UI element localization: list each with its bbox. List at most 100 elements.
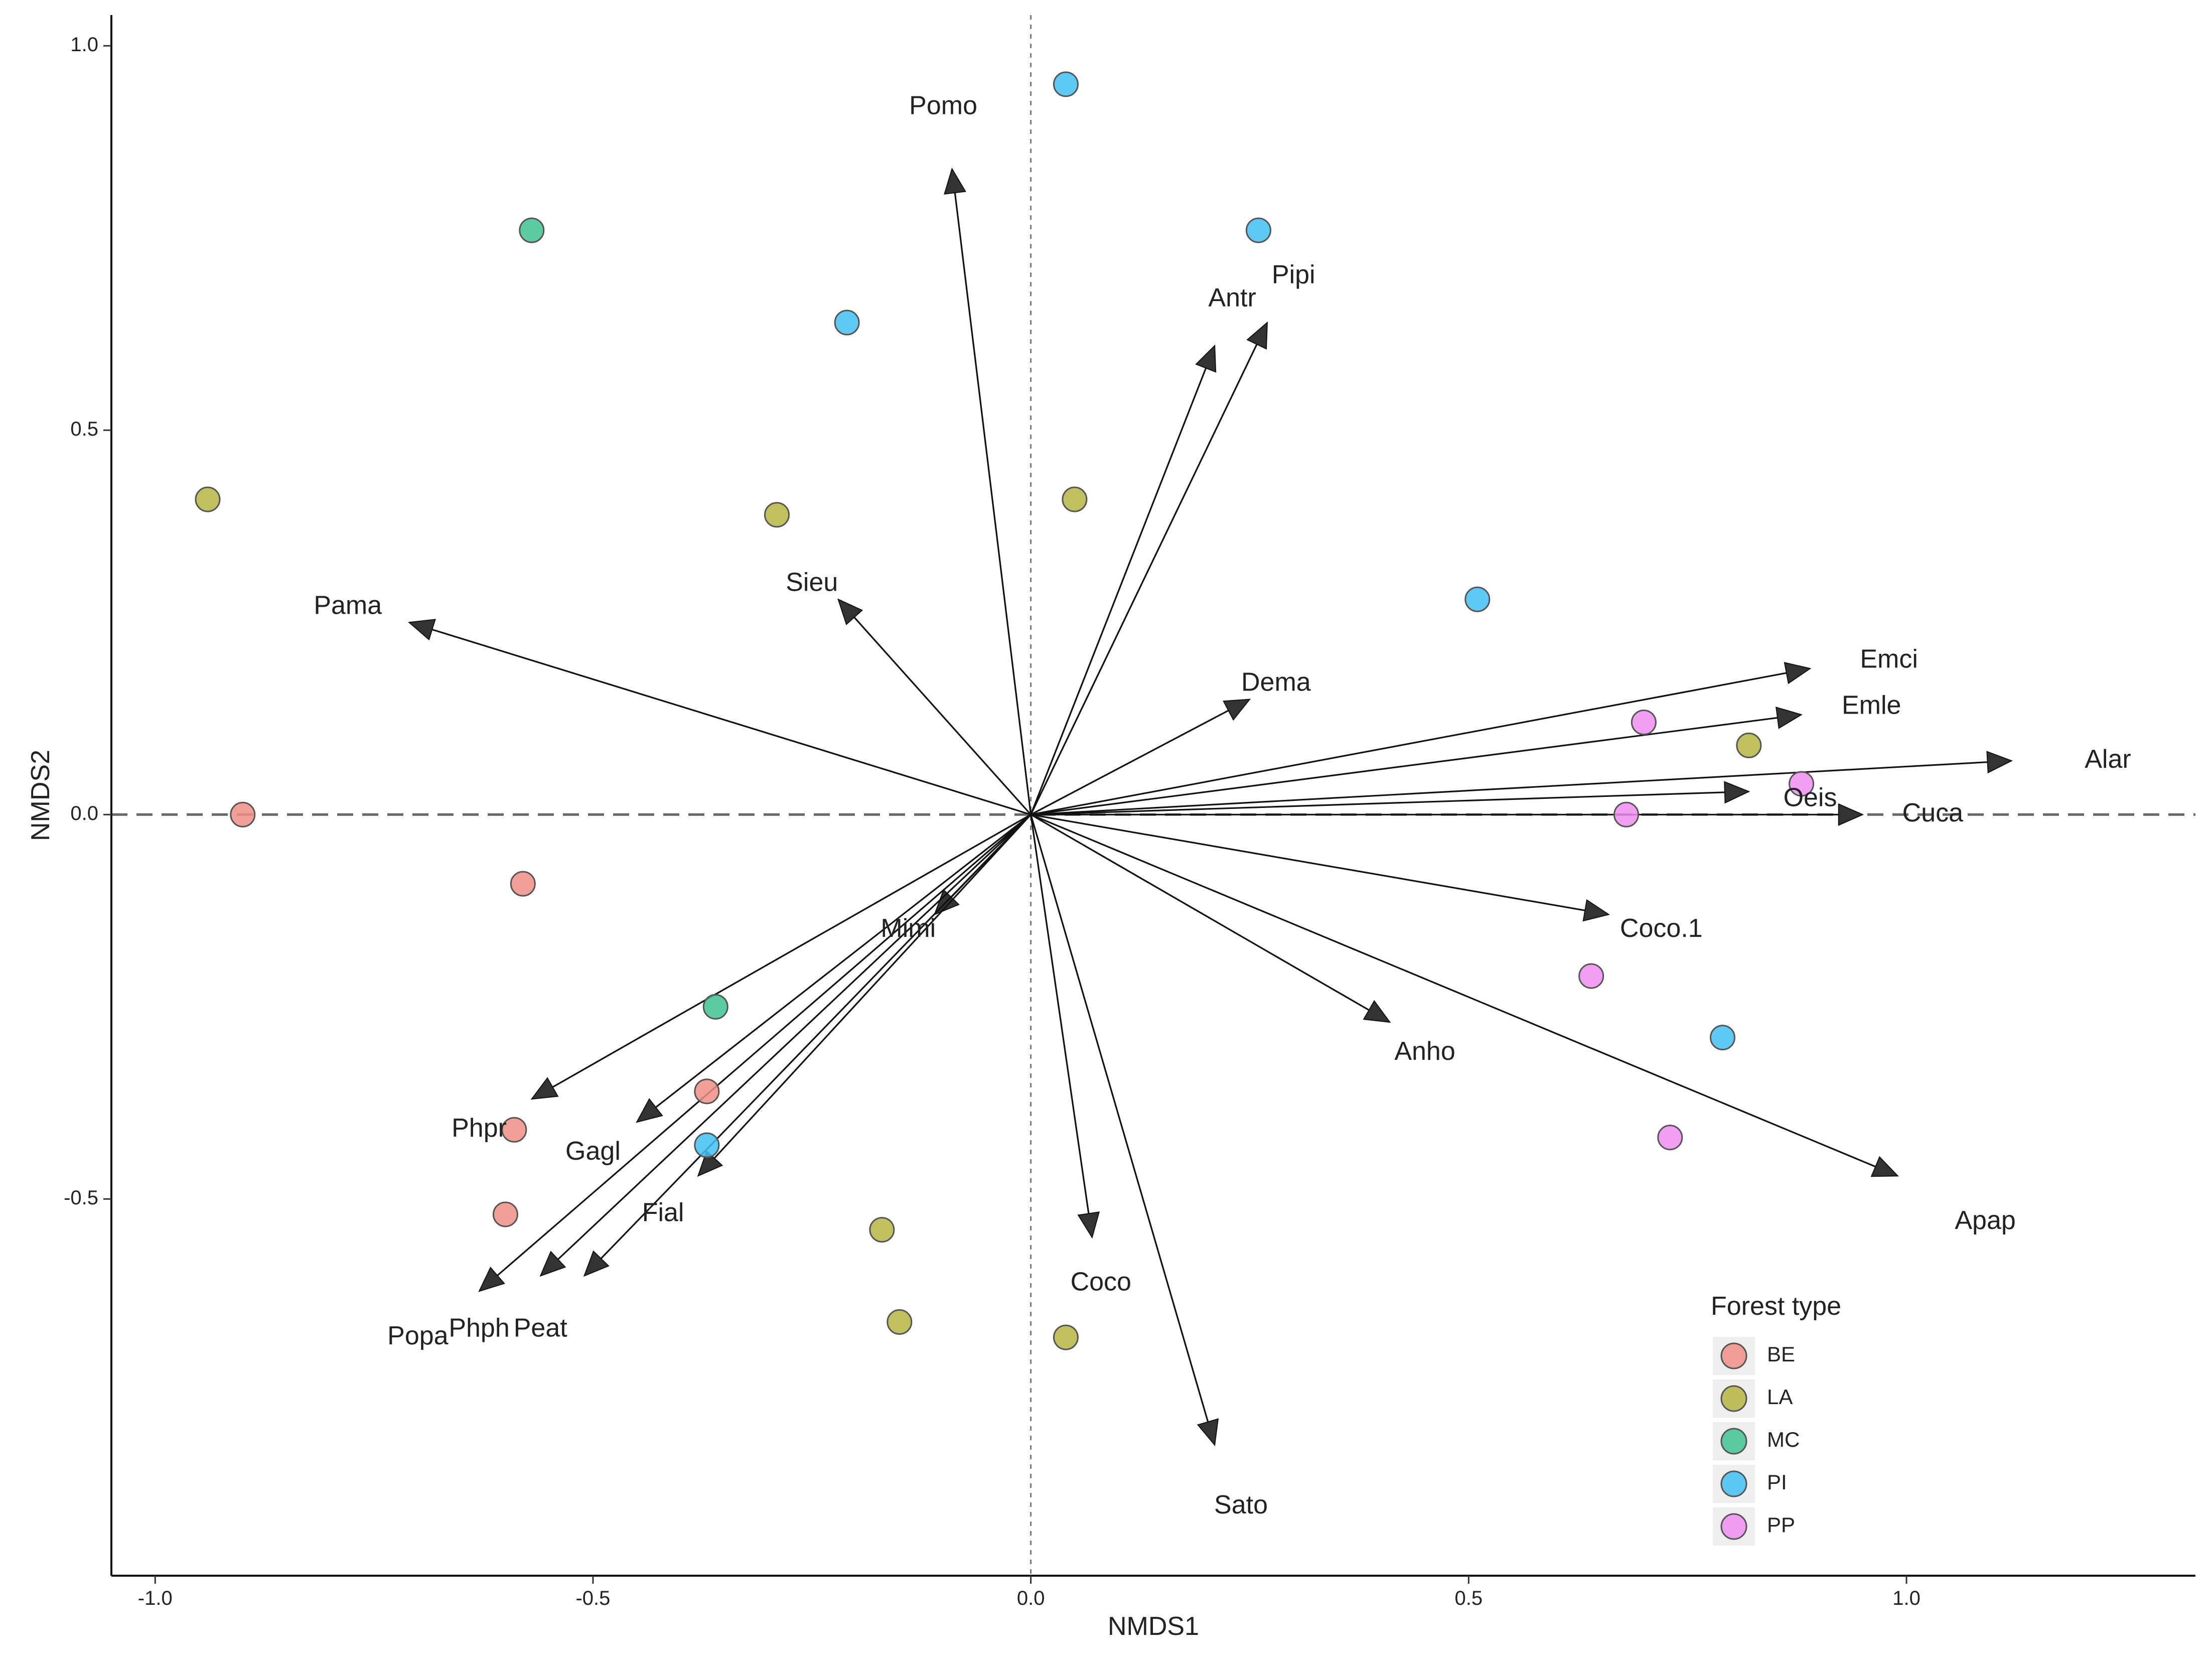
vector-arrowhead-fial xyxy=(697,1150,723,1177)
vector-arrowhead-emci xyxy=(1784,662,1812,684)
vector-arrowhead-anho xyxy=(1363,1000,1391,1023)
legend-key-la xyxy=(1720,1385,1747,1412)
vector-arrowhead-gagl xyxy=(636,1098,663,1123)
x-tick-label: 1.0 xyxy=(1892,1587,1921,1609)
legend-key-be xyxy=(1720,1342,1747,1369)
site-point-be xyxy=(694,1078,720,1104)
vector-arrowhead-popa xyxy=(478,1267,505,1292)
site-point-la xyxy=(195,486,221,512)
vector-line-peat xyxy=(600,814,1031,1260)
vector-arrowhead-dema xyxy=(1223,699,1251,721)
species-vectors xyxy=(408,167,2013,1446)
vector-line-emci xyxy=(1030,672,1787,815)
site-point-pi xyxy=(1464,586,1491,612)
vector-arrowhead-coco-1 xyxy=(1582,899,1610,922)
vector-line-sieu xyxy=(853,617,1031,815)
vector-line-anho xyxy=(1030,813,1370,1011)
legend-label-pp: PP xyxy=(1767,1513,1795,1537)
site-points xyxy=(195,71,1815,1350)
site-point-be xyxy=(501,1117,527,1143)
species-label-gagl: Gagl xyxy=(565,1137,621,1166)
x-axis-title: NMDS1 xyxy=(1108,1612,1199,1641)
legend-key-pi xyxy=(1720,1470,1747,1497)
species-label-emle: Emle xyxy=(1842,691,1901,720)
x-tick-label: -0.5 xyxy=(575,1587,610,1609)
vector-arrowhead-apap xyxy=(1870,1156,1899,1177)
species-label-coco: Coco xyxy=(1071,1268,1131,1297)
species-label-oeis: Oeis xyxy=(1784,783,1837,812)
species-label-sato: Sato xyxy=(1214,1490,1268,1519)
species-label-popa: Popa xyxy=(387,1321,449,1350)
vector-arrowhead-pomo xyxy=(944,167,966,195)
vector-arrowhead-cuca xyxy=(1838,803,1864,826)
legend-title: Forest type xyxy=(1711,1292,1841,1321)
axes: -1.0 -0.5 0.0 0.5 1.0 -0.5 0.0 0.5 1.0 NMDS1 NMDS2 xyxy=(26,15,2195,1641)
vector-arrowhead-emle xyxy=(1776,707,1803,729)
site-point-pp xyxy=(1657,1125,1683,1151)
site-point-pp xyxy=(1578,963,1604,989)
vector-arrowhead-oeis xyxy=(1724,781,1750,804)
site-point-mc xyxy=(519,217,545,243)
legend-label-la: LA xyxy=(1767,1385,1793,1409)
species-label-anho: Anho xyxy=(1394,1037,1455,1066)
vector-line-antr xyxy=(1030,367,1207,815)
site-point-pi xyxy=(834,310,860,336)
y-tick-label: -0.5 xyxy=(64,1187,98,1209)
site-point-la xyxy=(887,1309,913,1335)
legend-key-mc xyxy=(1720,1428,1747,1455)
vector-line-sato xyxy=(1030,814,1209,1422)
vector-line-pipi xyxy=(1030,344,1258,815)
site-point-pi xyxy=(1709,1025,1735,1051)
vector-line-popa xyxy=(497,814,1031,1276)
y-axis-title: NMDS2 xyxy=(26,750,55,841)
vector-arrowhead-alar xyxy=(1986,751,2013,774)
species-label-pama: Pama xyxy=(314,591,382,620)
site-point-la xyxy=(1736,732,1762,758)
site-point-pp xyxy=(1789,771,1815,797)
species-label-coco-1: Coco.1 xyxy=(1620,914,1703,943)
species-label-peat: Peat xyxy=(514,1313,568,1342)
x-tick-label: -1.0 xyxy=(138,1587,173,1609)
vector-line-oeis xyxy=(1030,791,1725,815)
legend: Forest type BE LA MC PI PP xyxy=(1711,1292,1841,1546)
vector-line-gagl xyxy=(655,814,1031,1108)
site-point-be xyxy=(230,801,256,827)
site-point-la xyxy=(869,1217,895,1243)
site-point-pi xyxy=(1053,71,1079,97)
y-tick-label: 0.5 xyxy=(70,418,98,440)
species-labels: Pomo Antr Pipi Sieu Pama Dema Emci Emle Alar Oeis… xyxy=(314,91,2131,1519)
vector-line-emle xyxy=(1030,717,1778,815)
site-point-pp xyxy=(1613,801,1640,827)
site-point-pi xyxy=(694,1132,720,1158)
vector-arrowhead-pipi xyxy=(1246,321,1268,350)
vector-arrowhead-pama xyxy=(408,619,436,641)
legend-label-be: BE xyxy=(1767,1342,1795,1366)
vector-arrowhead-phpr xyxy=(530,1077,559,1100)
vector-arrowhead-sieu xyxy=(837,598,863,625)
species-label-phph: Phph xyxy=(449,1313,509,1342)
x-tick-label: 0.5 xyxy=(1455,1587,1483,1609)
vector-arrowhead-peat xyxy=(583,1250,610,1277)
species-label-fial: Fial xyxy=(642,1198,684,1227)
y-tick-label: 1.0 xyxy=(70,34,98,56)
species-label-dema: Dema xyxy=(1241,668,1311,697)
vector-arrowhead-coco xyxy=(1077,1211,1100,1239)
site-point-mc xyxy=(702,994,728,1020)
vector-arrowhead-sato xyxy=(1197,1418,1219,1446)
vector-line-apap xyxy=(1030,813,1876,1168)
site-point-pi xyxy=(1245,217,1271,243)
legend-key-pp xyxy=(1720,1513,1747,1540)
species-label-phpr: Phpr xyxy=(452,1114,507,1143)
species-label-alar: Alar xyxy=(2085,745,2131,774)
species-label-pomo: Pomo xyxy=(909,91,977,120)
species-label-cuca: Cuca xyxy=(1902,798,1963,827)
species-label-mimi: Mimi xyxy=(880,914,936,943)
site-point-be xyxy=(510,871,536,897)
vector-line-fial xyxy=(713,814,1031,1159)
vector-line-alar xyxy=(1030,761,1988,815)
vector-line-coco xyxy=(1030,814,1090,1214)
legend-label-pi: PI xyxy=(1767,1470,1787,1494)
vector-line-coco-1 xyxy=(1030,813,1585,911)
site-point-pp xyxy=(1631,709,1657,735)
